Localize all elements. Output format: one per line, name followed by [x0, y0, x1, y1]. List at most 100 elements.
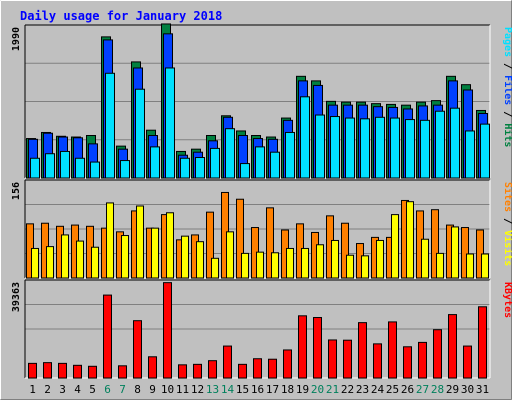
- bar-pages-day-30: [465, 130, 475, 179]
- legend-part: Pages: [502, 27, 512, 57]
- bar-sites-day-29: [451, 226, 459, 279]
- legend-part: KBytes: [502, 282, 512, 318]
- bar-pages-day-26: [405, 119, 415, 179]
- bar-kbytes-day-28: [433, 329, 442, 379]
- bar-kbytes-day-13: [208, 360, 217, 379]
- bar-sites-day-11: [181, 235, 189, 279]
- bar-sites-day-14: [226, 231, 234, 279]
- bar-sites-day-9: [151, 227, 159, 279]
- panel-visits-sites: 156 Sites / Visits: [11, 179, 512, 279]
- bar-kbytes-day-22: [343, 339, 352, 379]
- bar-sites-day-30: [466, 253, 474, 279]
- day-label-21: 21: [326, 383, 339, 396]
- bar-sites-day-5: [91, 246, 99, 279]
- legend-part: Files: [502, 75, 512, 105]
- bar-kbytes-day-21: [328, 339, 337, 379]
- bar-kbytes-day-16: [253, 358, 262, 379]
- bars-visits-sites: [26, 191, 489, 279]
- bar-kbytes-day-18: [283, 349, 292, 379]
- bar-kbytes-day-10: [163, 282, 172, 379]
- bar-kbytes-day-29: [448, 314, 457, 379]
- bar-pages-day-5: [90, 161, 100, 179]
- day-label-16: 16: [251, 383, 264, 396]
- day-label-26: 26: [401, 383, 414, 396]
- bar-sites-day-15: [241, 252, 249, 279]
- bar-kbytes-day-26: [403, 346, 412, 379]
- day-label-7: 7: [119, 383, 126, 396]
- day-label-24: 24: [371, 383, 385, 396]
- bar-sites-day-27: [421, 238, 429, 279]
- bar-pages-day-7: [120, 160, 130, 179]
- bar-visits-day-22: [341, 222, 349, 279]
- series-legend-visits-sites: Sites / Visits: [502, 182, 512, 266]
- day-label-27: 27: [416, 383, 429, 396]
- day-label-28: 28: [431, 383, 444, 396]
- ymax-label: 39363: [11, 282, 22, 312]
- bar-pages-day-18: [285, 131, 295, 179]
- bar-kbytes-day-20: [313, 317, 322, 379]
- bar-sites-day-21: [331, 239, 339, 279]
- bar-sites-day-7: [121, 235, 129, 279]
- legend-part: /: [502, 212, 512, 230]
- bar-sites-day-10: [166, 212, 174, 279]
- bar-kbytes-day-27: [418, 341, 427, 379]
- bar-pages-day-20: [315, 114, 325, 179]
- bar-kbytes-day-7: [118, 365, 127, 379]
- bar-pages-day-14: [225, 128, 235, 179]
- bar-pages-day-8: [135, 88, 145, 179]
- bar-pages-day-25: [390, 117, 400, 179]
- bar-pages-day-19: [300, 96, 310, 179]
- bar-sites-day-3: [61, 234, 69, 279]
- bar-sites-day-4: [76, 240, 84, 279]
- day-label-4: 4: [74, 383, 81, 396]
- day-label-8: 8: [134, 383, 141, 396]
- bar-pages-day-4: [75, 157, 85, 179]
- day-label-19: 19: [296, 383, 309, 396]
- bar-kbytes-day-15: [238, 363, 247, 379]
- bars-kbytes: [28, 282, 487, 379]
- bar-sites-day-18: [286, 247, 294, 279]
- bar-sites-day-31: [481, 253, 489, 279]
- day-label-14: 14: [221, 383, 235, 396]
- bar-kbytes-day-6: [103, 294, 112, 379]
- day-label-10: 10: [161, 383, 174, 396]
- bar-kbytes-day-23: [358, 322, 367, 379]
- bar-kbytes-day-14: [223, 345, 232, 379]
- day-label-17: 17: [266, 383, 279, 396]
- bar-kbytes-day-24: [373, 343, 382, 379]
- bar-sites-day-25: [391, 214, 399, 279]
- legend-part: Sites: [502, 182, 512, 212]
- bar-visits-day-17: [266, 207, 274, 279]
- panel-kbytes: 39363 KBytes: [11, 279, 512, 379]
- bar-pages-day-1: [30, 157, 40, 179]
- bar-pages-day-28: [435, 110, 445, 179]
- bar-visits-day-28: [431, 209, 439, 279]
- series-legend-hits-files-pages: Pages / Files / Hits: [502, 27, 512, 147]
- bar-kbytes-day-2: [43, 362, 52, 379]
- bar-kbytes-day-11: [178, 364, 187, 379]
- bar-pages-day-9: [150, 146, 160, 179]
- day-label-18: 18: [281, 383, 294, 396]
- day-label-3: 3: [59, 383, 66, 396]
- bar-pages-day-6: [105, 72, 115, 179]
- bar-sites-day-23: [361, 255, 369, 279]
- bar-pages-day-12: [195, 157, 205, 179]
- bar-kbytes-day-19: [298, 315, 307, 379]
- bar-pages-day-10: [165, 67, 175, 179]
- legend-part: /: [502, 105, 512, 123]
- bar-pages-day-24: [375, 116, 385, 179]
- bar-pages-day-27: [420, 119, 430, 179]
- ymax-label: 1990: [11, 27, 22, 51]
- bar-pages-day-13: [210, 147, 220, 179]
- day-label-6: 6: [104, 383, 111, 396]
- legend-part: Visits: [502, 230, 512, 266]
- bar-pages-day-3: [60, 150, 70, 179]
- bar-sites-day-13: [211, 257, 219, 279]
- day-label-11: 11: [176, 383, 189, 396]
- bar-sites-day-12: [196, 241, 204, 279]
- bar-sites-day-17: [271, 252, 279, 279]
- bar-sites-day-8: [136, 205, 144, 279]
- chart-panels: 1990 Pages / Files / Hits 156 Sites / Visit…: [11, 23, 512, 379]
- bar-pages-day-22: [345, 117, 355, 179]
